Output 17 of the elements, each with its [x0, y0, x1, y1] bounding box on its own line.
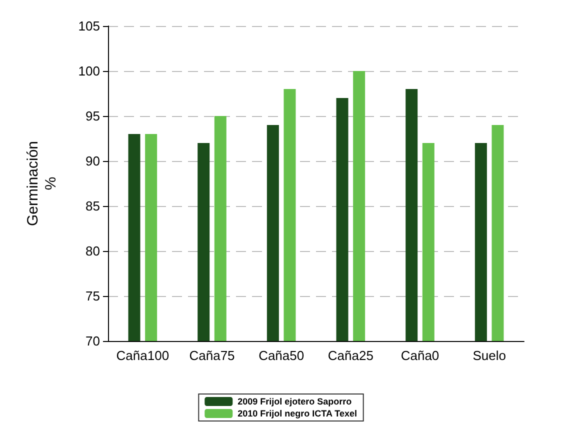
y-tick-label: 90: [86, 154, 100, 168]
y-tick-label: 95: [86, 108, 100, 124]
y-tick-label: 105: [78, 18, 100, 34]
x-tick-label: Suelo: [472, 348, 506, 363]
x-tick-label: Caña100: [116, 348, 170, 363]
x-tick-label: Caña50: [258, 348, 304, 363]
x-tick-label: Caña75: [189, 348, 235, 363]
legend-label: 2010 Frijol negro ICTA Texel: [238, 408, 358, 418]
y-tick-label: 80: [86, 244, 100, 258]
legend-label: 2009 Frijol ejotero Saporro: [238, 396, 352, 406]
y-axis-title: Germinación %: [24, 140, 60, 226]
x-tick-label: Caña0: [400, 348, 440, 363]
y-tick-label: 75: [86, 288, 100, 304]
y-tick-label: 100: [78, 64, 100, 78]
y-tick-label: 70: [86, 334, 100, 348]
y-tick-label: 85: [86, 198, 100, 214]
x-tick-label: Caña25: [328, 348, 374, 363]
